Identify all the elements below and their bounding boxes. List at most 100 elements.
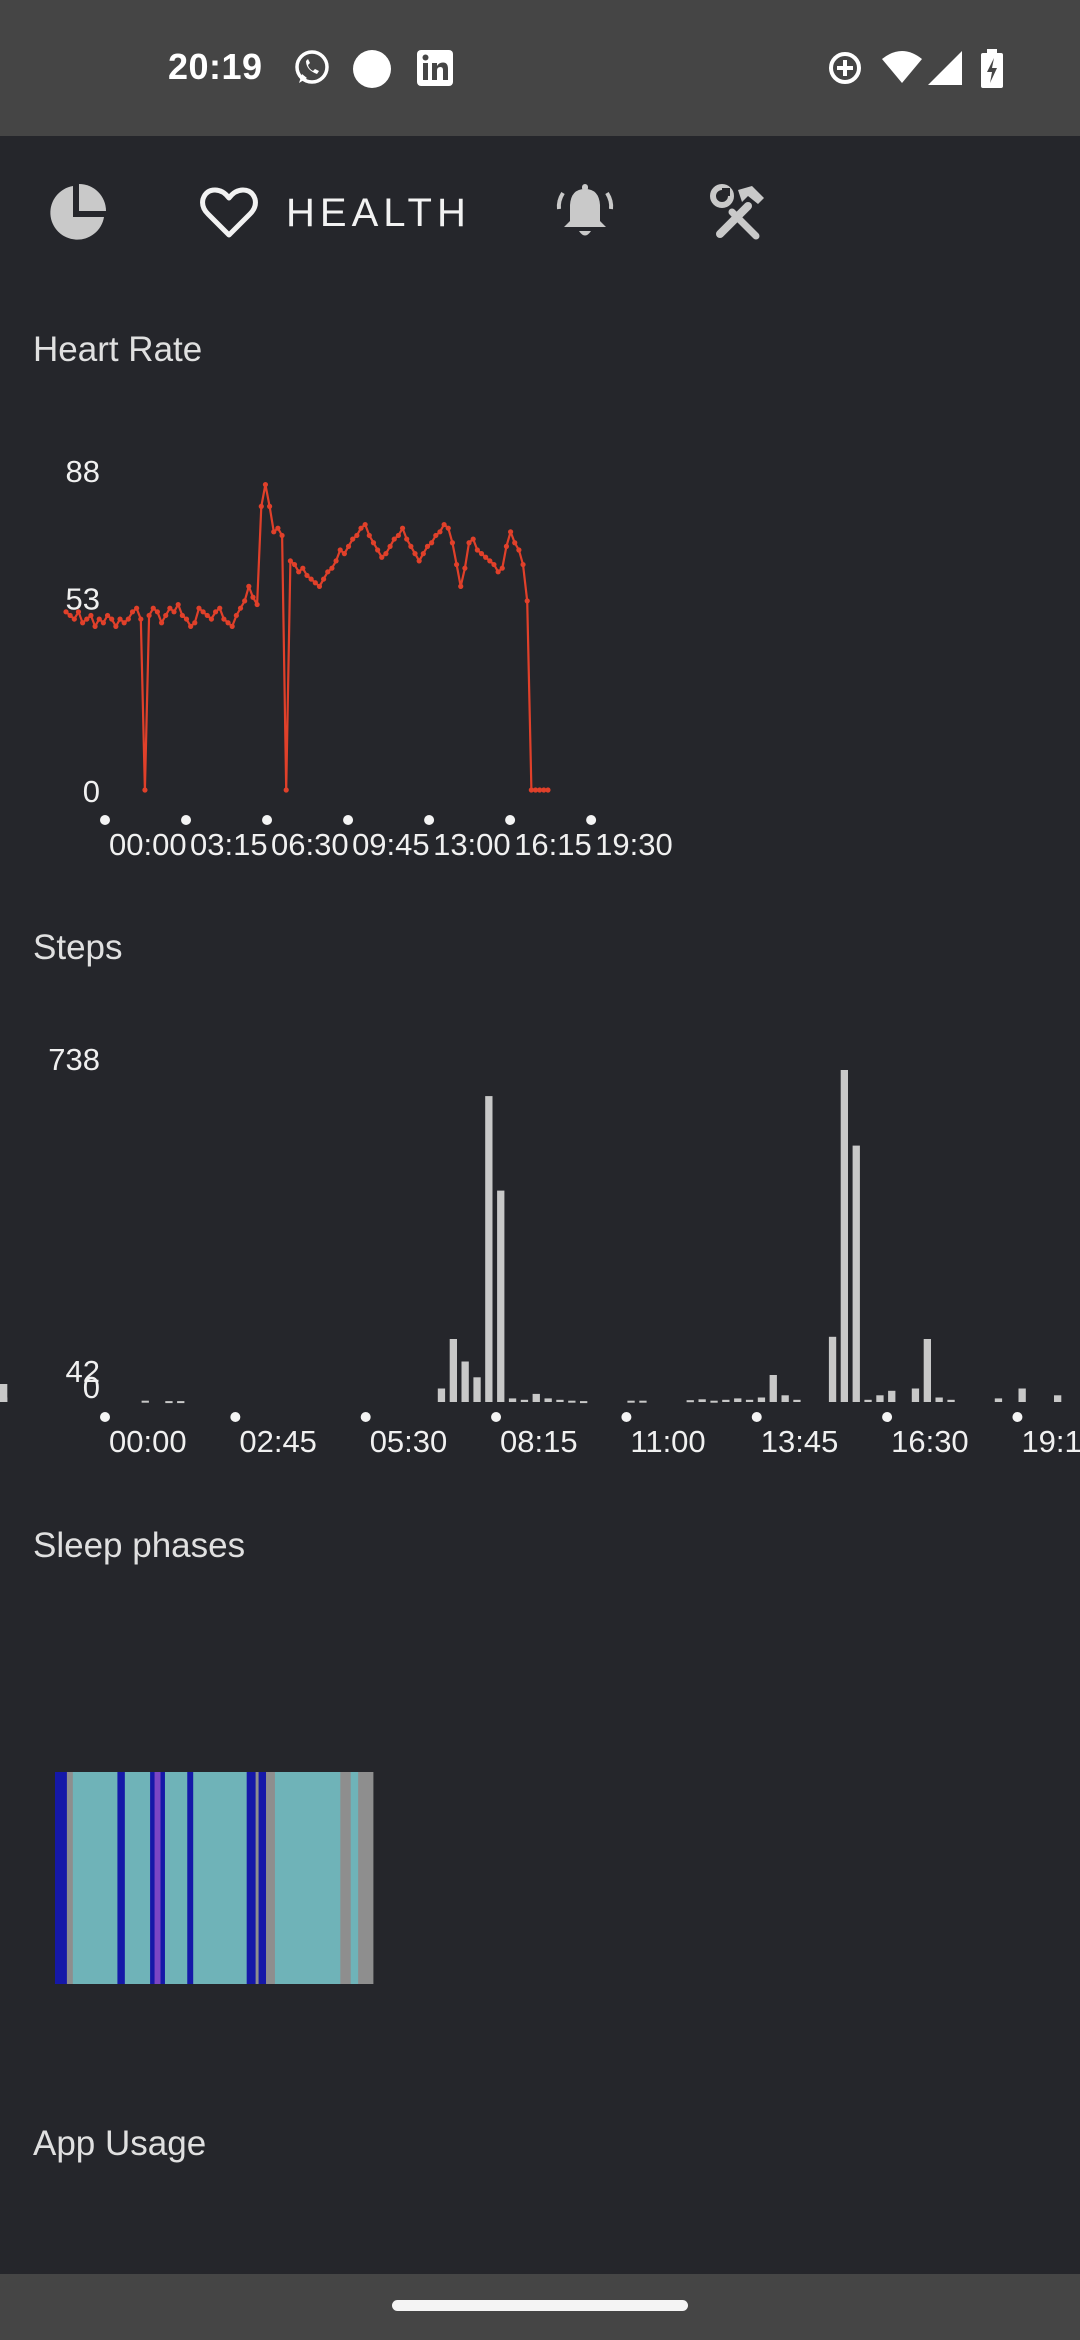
heart-rate-point bbox=[445, 525, 451, 531]
heart-rate-point bbox=[283, 787, 289, 793]
heart-rate-point bbox=[354, 532, 360, 539]
hr-x-tick-dot bbox=[505, 815, 516, 825]
heart-rate-point bbox=[146, 612, 152, 619]
heart-rate-point bbox=[362, 521, 368, 528]
tab-tools[interactable] bbox=[708, 178, 770, 248]
steps-x-tick-label: 08:15 bbox=[500, 1424, 578, 1459]
heart-rate-point bbox=[404, 536, 410, 542]
heart-rate-point bbox=[520, 561, 526, 568]
steps-x-tick-dot bbox=[621, 1412, 632, 1422]
heart-rate-point bbox=[212, 609, 219, 615]
hr-x-tick-dot bbox=[100, 815, 110, 825]
heart-rate-point bbox=[75, 609, 82, 615]
heart-rate-point bbox=[503, 543, 510, 549]
pie-chart-icon bbox=[50, 184, 106, 240]
steps-bar bbox=[876, 1395, 884, 1402]
heart-rate-point bbox=[512, 540, 518, 546]
steps-title: Steps bbox=[33, 928, 123, 967]
steps-bar bbox=[994, 1398, 1003, 1402]
heart-rate-point bbox=[300, 565, 306, 571]
steps-bar bbox=[556, 1399, 564, 1402]
heart-rate-point bbox=[242, 598, 248, 604]
heart-rate-point bbox=[412, 551, 418, 557]
heart-rate-point bbox=[109, 616, 115, 622]
cellular-signal-icon bbox=[928, 51, 962, 85]
steps-bar bbox=[1018, 1388, 1026, 1402]
heart-rate-point bbox=[449, 540, 456, 546]
tab-alarms[interactable] bbox=[555, 178, 615, 248]
hr-y-tick-label: 0 bbox=[83, 774, 100, 809]
steps-x-tick-dot bbox=[751, 1412, 762, 1422]
alarm-bell-icon bbox=[556, 184, 614, 236]
steps-bar bbox=[532, 1393, 540, 1402]
status-bar: 20:19 bbox=[0, 0, 1080, 136]
heart-rate-point bbox=[142, 787, 148, 793]
home-gesture-handle[interactable] bbox=[392, 2300, 688, 2311]
sleep-phase-deep bbox=[55, 1772, 68, 1984]
steps-x-tick-dot bbox=[230, 1412, 241, 1422]
steps-x-tick-label: 16:30 bbox=[891, 1424, 969, 1459]
heart-rate-point bbox=[462, 565, 468, 571]
heart-rate-chart: 88 53 0 00:00 03:15 06:30 09:45 13:00 16:15 19:30 bbox=[63, 454, 673, 862]
heart-rate-point bbox=[491, 561, 497, 568]
steps-bar bbox=[888, 1390, 896, 1402]
steps-bar bbox=[0, 1384, 8, 1402]
heart-rate-point bbox=[237, 605, 244, 611]
steps-bar bbox=[639, 1400, 647, 1403]
hr-x-tick-label: 09:45 bbox=[352, 827, 430, 862]
steps-bar bbox=[1054, 1395, 1062, 1402]
heart-rate-point bbox=[192, 620, 198, 626]
linkedin-icon bbox=[417, 50, 453, 86]
steps-x-tick-dot bbox=[360, 1412, 371, 1422]
heart-rate-point bbox=[96, 616, 102, 622]
heart-rate-point bbox=[167, 605, 173, 611]
steps-bar bbox=[449, 1339, 457, 1402]
tab-bar: HEALTH bbox=[0, 136, 1080, 286]
sleep-phase-light bbox=[72, 1772, 118, 1984]
heart-rate-point bbox=[266, 503, 273, 509]
whatsapp-icon bbox=[295, 50, 329, 84]
heart-rate-point bbox=[316, 583, 323, 589]
wifi-icon bbox=[882, 51, 922, 83]
sleep-phase-deep bbox=[246, 1772, 257, 1984]
heart-rate-point bbox=[333, 558, 339, 564]
heart-rate-point bbox=[134, 605, 140, 611]
tab-overview[interactable] bbox=[46, 178, 108, 248]
heart-rate-point bbox=[217, 605, 223, 611]
tools-icon bbox=[710, 184, 764, 240]
heart-rate-point bbox=[262, 481, 269, 488]
sleep-phase-awake bbox=[66, 1772, 74, 1984]
heart-rate-point bbox=[470, 536, 476, 542]
hr-x-tick-label: 13:00 bbox=[433, 827, 511, 862]
steps-bar bbox=[935, 1397, 943, 1402]
steps-x-tick-label: 05:30 bbox=[370, 1424, 448, 1459]
heart-rate-point bbox=[129, 609, 136, 615]
heart-rate-point bbox=[179, 612, 185, 619]
steps-bar bbox=[437, 1388, 446, 1402]
heart-rate-point bbox=[379, 554, 385, 560]
heart-rate-point bbox=[395, 532, 401, 539]
steps-y-tick-label: 738 bbox=[48, 1042, 100, 1077]
hr-x-tick-dot bbox=[586, 815, 597, 825]
steps-x-tick-label: 19:15 bbox=[1021, 1424, 1080, 1459]
sleep-phase-deep bbox=[187, 1772, 194, 1984]
heart-rate-point bbox=[341, 551, 347, 557]
steps-bar bbox=[461, 1361, 469, 1402]
heart-icon bbox=[200, 187, 258, 238]
tab-health[interactable]: HEALTH bbox=[200, 178, 471, 248]
heart-rate-point bbox=[271, 529, 277, 535]
heart-rate-point bbox=[204, 612, 210, 619]
steps-y-tick-label: 42 bbox=[66, 1354, 100, 1389]
heart-rate-point bbox=[200, 609, 206, 615]
steps-bar bbox=[923, 1339, 931, 1402]
heart-rate-point bbox=[175, 601, 181, 608]
steps-bar bbox=[745, 1399, 754, 1402]
heart-rate-point bbox=[229, 623, 235, 629]
steps-bar bbox=[165, 1401, 173, 1404]
heart-rate-point bbox=[507, 529, 514, 535]
heart-rate-point bbox=[246, 583, 252, 589]
heart-rate-point bbox=[474, 547, 480, 553]
steps-bar bbox=[568, 1400, 576, 1403]
heart-rate-point bbox=[441, 521, 447, 528]
heart-rate-point bbox=[487, 558, 493, 564]
